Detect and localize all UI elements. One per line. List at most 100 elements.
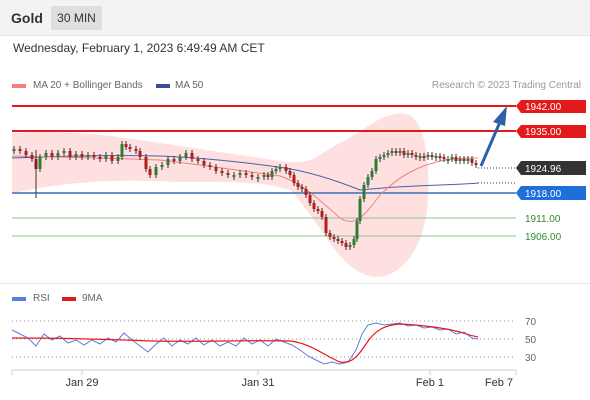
candle-body — [12, 149, 16, 151]
candle-body — [124, 144, 128, 147]
candle-body — [374, 159, 378, 171]
axis-label-jan29: Jan 29 — [65, 377, 98, 389]
candle-body — [74, 154, 78, 157]
candle-body — [458, 159, 462, 161]
candle-body — [370, 171, 374, 177]
axis-label-jan31: Jan 31 — [241, 377, 274, 389]
candle-body — [344, 243, 348, 247]
candle-body — [426, 155, 430, 157]
candle-body — [62, 151, 66, 153]
candle-body — [178, 157, 182, 161]
candle-body — [154, 167, 158, 175]
candle-body — [214, 167, 218, 171]
candle-body — [336, 239, 340, 241]
candle-body — [292, 175, 296, 183]
candle-body — [256, 177, 260, 179]
candle-body — [18, 149, 22, 151]
candle-body — [68, 151, 72, 157]
candle-body — [284, 167, 288, 171]
candle-body — [274, 169, 278, 171]
candle-body — [474, 163, 478, 165]
instrument-title: Gold — [11, 10, 43, 26]
candle-body — [262, 175, 266, 177]
candle-body — [300, 187, 304, 189]
candle-body — [434, 156, 438, 158]
ma20-legend-swatch — [12, 84, 26, 88]
candle-body — [324, 217, 328, 233]
level-tag-r2: 1942.00 — [516, 100, 586, 113]
candle-body — [402, 151, 406, 155]
candle-body — [390, 151, 394, 153]
candle-body — [422, 156, 426, 158]
rsi-line — [11, 322, 479, 365]
candle-body — [270, 171, 274, 177]
chart-header: Gold 30 MIN — [0, 0, 590, 36]
rsi-ma-legend-swatch — [62, 297, 76, 301]
candle-body — [86, 155, 90, 157]
candle-body — [220, 171, 224, 173]
candle-body — [104, 155, 108, 159]
candle-body — [454, 157, 458, 161]
candle-body — [358, 199, 362, 221]
candle-body — [56, 153, 60, 157]
analysis-timestamp: Wednesday, February 1, 2023 6:49:49 AM C… — [13, 41, 265, 55]
candle-body — [128, 147, 132, 149]
candlestick-series — [12, 141, 478, 250]
candle-body — [410, 153, 414, 155]
ma50-legend-label: MA 50 — [175, 80, 204, 91]
candle-body — [442, 157, 446, 159]
candle-body — [196, 159, 200, 161]
level-s1-text: 1911.00 — [525, 214, 561, 225]
candle-body — [190, 153, 194, 159]
candle-body — [470, 159, 474, 163]
candle-body — [266, 175, 270, 177]
level-tag-pivot: 1918.00 — [516, 186, 586, 200]
candle-body — [232, 175, 236, 177]
candle-body — [172, 159, 176, 161]
candle-body — [24, 151, 28, 155]
candle-body — [316, 209, 320, 211]
rsi-scale-30: 30 — [525, 353, 537, 364]
timeframe-button[interactable]: 30 MIN — [51, 6, 102, 30]
candle-body — [312, 203, 316, 209]
rsi-ma-line — [11, 323, 479, 363]
candle-body — [386, 153, 390, 155]
candle-body — [98, 157, 102, 159]
candle-body — [382, 155, 386, 157]
candle-body — [110, 155, 114, 161]
level-s2-text: 1906.00 — [525, 232, 562, 243]
candle-body — [202, 161, 206, 165]
candle-body — [398, 151, 402, 153]
projection-arrow-shaft — [479, 121, 502, 167]
panel-divider — [0, 283, 590, 284]
candle-body — [80, 154, 84, 157]
candle-body — [340, 241, 344, 243]
ma50-legend-swatch — [156, 84, 170, 88]
candle-body — [430, 155, 434, 157]
rsi-scale-50: 50 — [525, 335, 537, 346]
candle-body — [30, 155, 34, 159]
ma20-legend-label: MA 20 + Bollinger Bands — [33, 80, 143, 91]
candle-body — [355, 221, 359, 239]
rsi-scale-70: 70 — [525, 317, 537, 328]
candle-body — [238, 173, 242, 175]
candle-body — [134, 149, 138, 151]
level-current-text: 1924.96 — [525, 164, 562, 175]
candle-body — [320, 211, 324, 217]
level-pivot-text: 1918.00 — [525, 189, 562, 200]
ma20-line — [11, 155, 479, 222]
candle-body — [160, 165, 164, 167]
candle-body — [328, 233, 332, 237]
candle-body — [144, 157, 148, 169]
candle-body — [116, 157, 120, 161]
candle-body — [352, 239, 356, 245]
candle-body — [446, 159, 450, 161]
candle-body — [462, 159, 466, 161]
candle-body — [138, 151, 142, 157]
candle-body — [148, 169, 152, 175]
candle-body — [184, 153, 188, 157]
candle-body — [332, 237, 336, 239]
axis-label-feb7: Feb 7 — [485, 377, 513, 389]
candle-body — [466, 159, 470, 161]
